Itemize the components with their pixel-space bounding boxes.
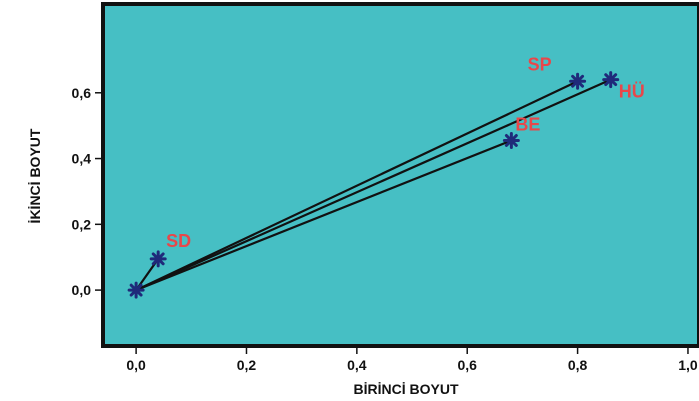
point-label-sd: SD — [166, 231, 191, 251]
x-tick-label: 0,2 — [237, 357, 257, 373]
x-axis-ticks: 0,0 0,2 0,4 0,6 0,8 1,0 — [126, 348, 698, 373]
x-tick-label: 0,8 — [568, 357, 588, 373]
x-tick-label: 0,6 — [457, 357, 477, 373]
point-marker-hu — [602, 71, 620, 89]
x-tick-label: 0,0 — [126, 357, 146, 373]
point-marker-sp — [569, 72, 587, 90]
point-labels: SD SP HÜ BE — [166, 54, 645, 251]
x-tick-label: 1,0 — [678, 357, 698, 373]
vector-line-be — [135, 139, 512, 292]
point-marker-sd — [149, 250, 167, 268]
origin-marker — [127, 281, 145, 299]
y-axis-title: İKİNCİ BOYUT — [27, 128, 43, 223]
vector-line-hu — [135, 78, 612, 292]
plot-area — [101, 2, 699, 348]
point-marker-be — [502, 131, 520, 149]
x-tick-label: 0,4 — [347, 357, 367, 373]
y-tick-label: 0,6 — [72, 85, 92, 101]
point-label-sp: SP — [528, 54, 552, 74]
point-label-hu: HÜ — [619, 82, 645, 102]
y-axis-ticks: 0,0 0,2 0,4 0,6 — [72, 85, 101, 298]
point-label-be: BE — [515, 114, 540, 134]
y-tick-label: 0,4 — [72, 151, 92, 167]
x-axis-title: BİRİNCİ BOYUT — [354, 381, 459, 397]
vector-line-sp — [135, 80, 579, 292]
y-tick-label: 0,2 — [72, 216, 92, 232]
y-tick-label: 0,0 — [72, 282, 92, 298]
point-markers — [127, 71, 620, 299]
